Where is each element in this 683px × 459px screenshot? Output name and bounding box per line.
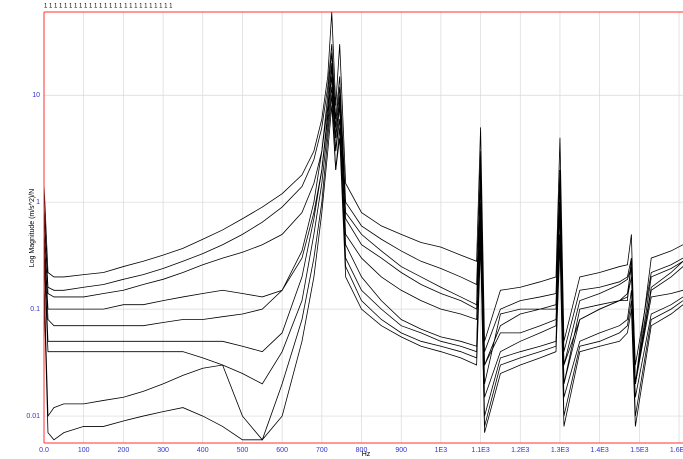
x-tick-label: 600 — [276, 447, 288, 454]
x-tick-label: 1.6E3 — [670, 447, 683, 454]
y-tick-label: 1 — [36, 199, 40, 206]
series-line — [44, 44, 683, 366]
series-line — [44, 105, 683, 441]
x-tick-label: 1.4E3 — [591, 447, 609, 454]
x-tick-label: 1E3 — [435, 447, 448, 454]
x-axis-label: Hz — [362, 451, 371, 458]
y-tick-label: 10 — [32, 92, 40, 99]
x-tick-label: 1.5E3 — [630, 447, 648, 454]
x-tick-label: 1.1E3 — [471, 447, 489, 454]
series-line — [44, 12, 683, 384]
x-tick-label: 900 — [395, 447, 407, 454]
x-tick-label: 200 — [118, 447, 130, 454]
y-axis-label: Log Magnitude (m/s^2)/N — [29, 189, 36, 267]
series-line — [44, 52, 683, 384]
lines — [44, 12, 683, 441]
series-line — [44, 67, 683, 398]
x-tick-label: 300 — [157, 447, 169, 454]
x-tick-label: 1.3E3 — [551, 447, 569, 454]
x-tick-label: 400 — [197, 447, 209, 454]
header-marks: 1 1 1 1 1 1 1 1 1 1 1 1 1 1 1 1 1 1 1 1 … — [44, 4, 173, 10]
x-tick-label: 800 — [356, 447, 368, 454]
x-tick-label: 500 — [237, 447, 249, 454]
y-tick-label: 0.01 — [26, 413, 40, 420]
x-tick-label: 700 — [316, 447, 328, 454]
x-tick-label: 100 — [78, 447, 90, 454]
x-tick-label: 0.0 — [39, 447, 49, 454]
y-tick-label: 0.1 — [30, 306, 40, 313]
series-line — [44, 95, 683, 441]
series-line — [44, 86, 683, 417]
series-line — [44, 62, 683, 384]
x-tick-label: 1.2E3 — [511, 447, 529, 454]
